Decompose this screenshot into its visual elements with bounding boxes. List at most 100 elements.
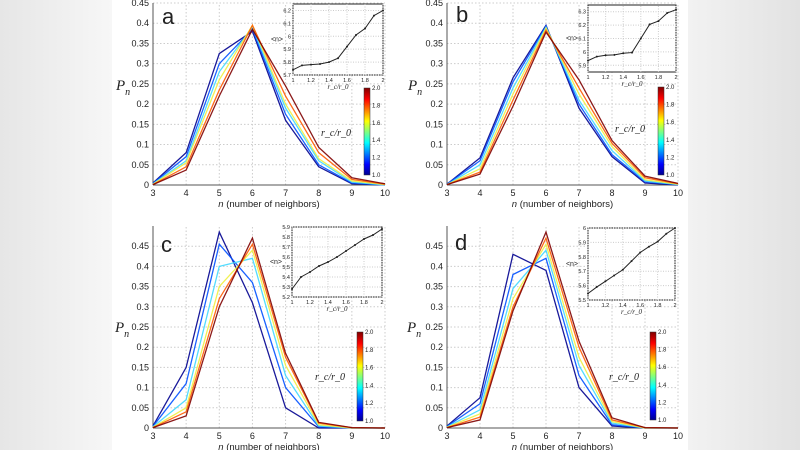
inset-point [639, 251, 642, 254]
y-tick-label: 0 [144, 180, 149, 190]
y-axis-label: Pn [114, 320, 129, 340]
inset-point [292, 68, 294, 71]
y-tick-label: 0.2 [136, 342, 149, 352]
x-tick-label: 3 [150, 431, 155, 441]
x-axis-label-rest: (number of neighbors) [224, 199, 320, 210]
panel-letter: d [455, 230, 467, 255]
colorbar-gradient [363, 87, 371, 176]
y-tick-label: 0.2 [430, 99, 443, 109]
x-tick-label: 5 [510, 431, 515, 441]
series-line-rc-1.2 [152, 28, 386, 186]
x-tick-label: 3 [444, 188, 449, 198]
inset-x-tick-label: 2 [673, 303, 676, 309]
inset-y-tick-label: 6.1 [578, 37, 586, 43]
x-tick-label: 4 [184, 431, 189, 441]
y-tick-label: 0.05 [425, 160, 443, 170]
inset-point [363, 238, 365, 240]
x-axis-label-rest: (number of neighbors) [517, 199, 613, 210]
inset-x-tick-label: 1.6 [637, 75, 645, 81]
panel-letter: c [161, 232, 172, 257]
y-tick-label: 0.3 [136, 302, 149, 312]
inset-point [630, 260, 633, 263]
inset-point [373, 14, 375, 17]
inset-point [656, 240, 659, 243]
y-tick-label: 0.15 [425, 119, 443, 129]
x-tick-label: 9 [349, 188, 354, 198]
y-tick-label: 0.3 [136, 59, 149, 69]
inset-x-tick-label: 1 [586, 303, 589, 309]
x-tick-label: 7 [283, 431, 288, 441]
colorbar-label: r_c/r_0 [321, 128, 351, 139]
y-tick-label: 0.15 [131, 362, 149, 372]
y-tick-label: 0.35 [425, 282, 443, 292]
series-line-rc-2 [446, 230, 679, 429]
y-tick-label: 0.05 [425, 403, 443, 413]
inset-point [648, 23, 651, 26]
series-line-rc-1.4 [152, 25, 386, 186]
y-tick-label: 0.3 [430, 59, 443, 69]
inset-point [364, 27, 366, 30]
y-tick-label: 0.35 [131, 282, 149, 292]
inset-a: 1 1.2 1.4 1.6 1.8 2 5.7 5.8 5.9 6 6.1 6.2 <n> r_c/r_0 [271, 3, 385, 91]
y-tick-label: 0.1 [136, 383, 149, 393]
colorbar-gradient [356, 331, 364, 422]
x-tick-label: 8 [316, 188, 321, 198]
colorbar-tick-label: 1.2 [372, 156, 381, 162]
y-axis-label-sub: n [125, 87, 130, 98]
colorbar-gradient [649, 331, 657, 421]
y-tick-label: 0.25 [425, 322, 443, 332]
colorbar-label: r_c/r_0 [609, 372, 639, 383]
x-axis-label-var: n [218, 199, 223, 210]
colorbar-tick-label: 1.6 [658, 365, 667, 371]
colorbar-tick-label: 1.0 [658, 418, 667, 424]
inset-y-tick-label: 5.8 [283, 60, 291, 66]
x-tick-label: 3 [444, 431, 449, 441]
inset-x-tick-label: 1.8 [360, 300, 368, 306]
inset-y-label: <n> [566, 36, 578, 43]
x-axis-label: n (number of neighbors) [218, 199, 319, 210]
inset-x-tick-label: 1 [290, 300, 293, 306]
y-tick-label: 0 [438, 423, 443, 433]
inset-y-tick-label: 6.1 [283, 21, 291, 27]
inset-point [621, 268, 624, 271]
inset-y-tick-label: 5.8 [578, 255, 586, 261]
inset-y-tick-label: 5.9 [578, 63, 586, 69]
inset-x-tick-label: 2 [380, 300, 383, 306]
y-tick-label: 0.45 [425, 241, 443, 251]
inset-point [666, 12, 669, 15]
inset-point [657, 20, 660, 23]
colorbar-label: r_c/r_0 [315, 372, 345, 383]
x-axis-label: n (number of neighbors) [218, 442, 319, 450]
y-tick-label: 0.1 [430, 140, 443, 150]
x-axis-label-var: n [512, 199, 517, 210]
x-tick-label: 10 [673, 188, 683, 198]
inset-point [587, 292, 589, 295]
inset-point [631, 51, 633, 54]
colorbar-tick-label: 1.4 [372, 138, 381, 144]
inset-b: 1 1.2 1.4 1.6 1.8 2 5.9 6 6.1 6.2 6.3 <n> r_c/r_0 [566, 4, 678, 88]
y-tick-label: 0.1 [136, 140, 149, 150]
inset-c: 1 1.2 1.4 1.6 1.8 2 5.2 5.3 5.4 5.5 5.6 5.7 5.8 5.9 <n… [270, 225, 384, 313]
inset-x-tick-label: 1.8 [654, 303, 662, 309]
series-line-rc-2 [446, 30, 679, 186]
y-tick-label: 0.4 [430, 18, 443, 28]
inset-point [587, 59, 589, 62]
y-tick-label: 0 [144, 423, 149, 433]
inset-x-tick-label: 1 [291, 78, 294, 84]
inset-y-tick-label: 5.7 [283, 73, 291, 79]
inset-x-tick-label: 1.4 [325, 78, 333, 84]
x-axis-label: n (number of neighbors) [512, 199, 613, 210]
y-axis-label-sub: n [124, 329, 129, 340]
y-axis-label: Pn [115, 78, 130, 98]
x-tick-label: 8 [316, 431, 321, 441]
panel-letter: b [456, 2, 468, 27]
inset-x-tick-label: 1.2 [602, 303, 610, 309]
colorbar-a: 1.0 1.2 1.4 1.6 1.8 2.0 r_c/r_0 [321, 86, 381, 179]
y-tick-label: 0.4 [430, 261, 443, 271]
y-axis-label-main: P [406, 320, 416, 336]
series-line-rc-1.8 [152, 23, 386, 186]
panel-b: 3 4 5 6 7 8 9 10 0 0.05 0.1 0.15 0.2 0.25 0.3 0.35 0.4 0.… [407, 0, 683, 210]
inset-point [355, 33, 357, 36]
y-tick-label: 0.35 [425, 38, 443, 48]
panel-letter: a [162, 4, 175, 29]
